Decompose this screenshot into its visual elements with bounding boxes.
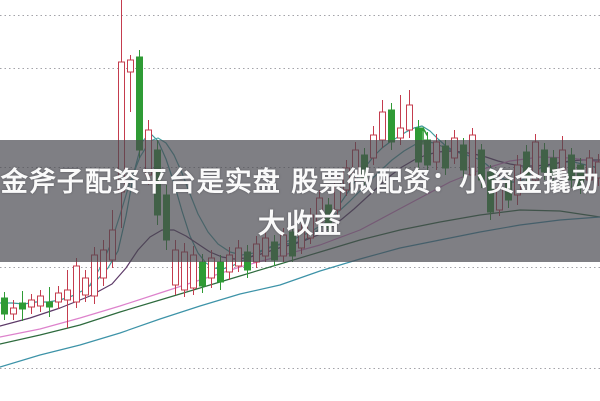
headline-line2: 大收益 bbox=[258, 209, 342, 240]
candle-up bbox=[397, 95, 404, 145]
translucent-banner bbox=[0, 140, 600, 262]
candle-up bbox=[37, 290, 44, 312]
candle-up bbox=[406, 90, 413, 138]
candle-up bbox=[28, 294, 35, 314]
candle-up bbox=[55, 286, 62, 309]
candle-up bbox=[127, 55, 134, 112]
candle-down bbox=[1, 292, 8, 320]
candle-up bbox=[10, 300, 17, 320]
candle-up bbox=[82, 270, 89, 302]
candle-up bbox=[73, 258, 80, 308]
candle-down bbox=[46, 287, 53, 317]
candle-up bbox=[64, 270, 71, 328]
headline-line1: 金斧子配资平台是实盘 股票微配资：小资金撬动 bbox=[0, 167, 600, 198]
candle-down bbox=[19, 291, 26, 321]
headline-text: 金斧子配资平台是实盘 股票微配资：小资金撬动 大收益 bbox=[0, 162, 600, 246]
